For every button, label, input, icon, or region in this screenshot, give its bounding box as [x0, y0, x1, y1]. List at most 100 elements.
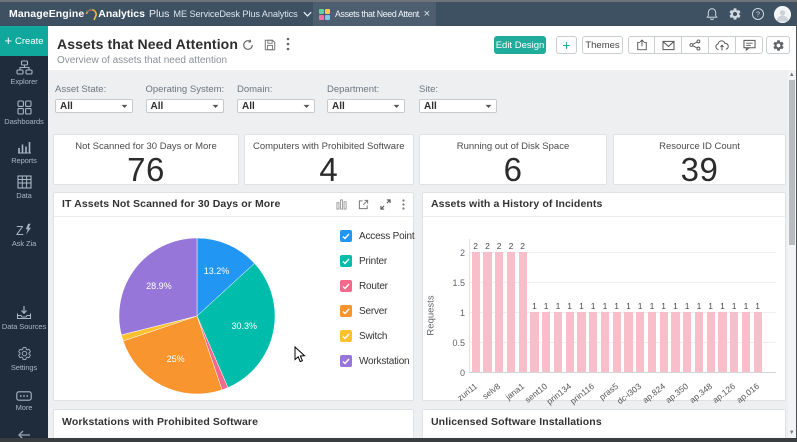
bar[interactable]	[506, 252, 516, 372]
expand-icon[interactable]	[380, 198, 391, 210]
themes-button[interactable]: Themes	[582, 36, 623, 54]
legend-item-workstation[interactable]: Workstation	[340, 349, 414, 374]
help-question-icon[interactable]: ?	[751, 7, 765, 21]
bar-value-label: 1	[696, 301, 702, 311]
legend-checkbox-icon[interactable]	[340, 330, 352, 342]
edit-design-button[interactable]: Edit Design	[494, 36, 546, 54]
filter-select[interactable]: All	[145, 99, 224, 113]
bar[interactable]	[471, 252, 480, 372]
settings-gear-icon[interactable]	[728, 7, 742, 21]
bar[interactable]	[577, 312, 586, 372]
add-report-button[interactable]: +	[556, 36, 577, 54]
manageengine-logo[interactable]: ManageEngine Analytics Plus	[9, 8, 169, 21]
legend-checkbox-icon[interactable]	[340, 305, 352, 317]
pie-slice-printer[interactable]	[196, 262, 276, 388]
scrollbar-up-arrow[interactable]: ▲	[788, 72, 795, 78]
bar[interactable]	[589, 312, 598, 372]
legend-checkbox-icon[interactable]	[340, 280, 352, 292]
bar[interactable]	[612, 312, 621, 372]
bar[interactable]	[706, 312, 715, 372]
bar[interactable]	[565, 312, 574, 372]
dashboard-content: Asset State: All Operating System: All Domai…	[48, 70, 788, 442]
panel-kebab-icon[interactable]	[402, 198, 405, 210]
legend-checkbox-icon[interactable]	[340, 355, 352, 367]
kpi-card-1[interactable]: Not Scanned for 30 Days or More 76	[53, 134, 239, 186]
kebab-menu-icon[interactable]	[286, 37, 290, 56]
export-icon[interactable]	[628, 36, 655, 54]
sidebar-collapse-icon[interactable]	[0, 430, 48, 440]
sidebar-item-more[interactable]: More	[0, 391, 48, 412]
legend-checkbox-icon[interactable]	[340, 230, 352, 242]
bar-value-label: 2	[473, 241, 479, 251]
refresh-icon[interactable]	[242, 38, 254, 56]
bar[interactable]	[542, 312, 551, 372]
bar[interactable]	[518, 252, 527, 372]
user-avatar[interactable]	[774, 5, 791, 23]
pie-slice-server[interactable]	[122, 315, 223, 394]
filter-select[interactable]: All	[55, 99, 133, 113]
pie-panel-title: IT Assets Not Scanned for 30 Days or Mor…	[62, 198, 281, 210]
pie-chart[interactable]: 13.2% 30.3% 25% 28.9% Access Point Printer Rou…	[54, 217, 415, 400]
email-icon[interactable]	[655, 36, 682, 54]
bar[interactable]	[753, 312, 762, 372]
bar[interactable]	[683, 312, 692, 372]
kpi-card-4[interactable]: Resource ID Count 39	[613, 134, 786, 186]
cloud-upload-icon[interactable]	[709, 36, 736, 54]
bar[interactable]	[495, 252, 504, 372]
bar[interactable]	[483, 252, 492, 372]
open-in-new-icon[interactable]	[358, 199, 369, 210]
bar[interactable]	[730, 312, 739, 372]
sidebar-item-dashboards[interactable]: Dashboards	[0, 100, 48, 126]
bar[interactable]	[600, 312, 610, 372]
sidebar-item-data[interactable]: Data	[0, 175, 48, 200]
filter-site: Site: All	[419, 84, 497, 113]
kpi-card-2[interactable]: Computers with Prohibited Software 4	[244, 134, 414, 186]
filter-select[interactable]: All	[237, 99, 315, 113]
legend-item-access-point[interactable]: Access Point	[340, 224, 415, 249]
kpi-card-3[interactable]: Running out of Disk Space 6	[419, 134, 607, 186]
sidebar-item-reports[interactable]: Reports	[0, 139, 48, 165]
bar[interactable]	[624, 312, 633, 372]
scrollbar-thumb[interactable]	[788, 80, 795, 245]
panel-it-assets-not-scanned: IT Assets Not Scanned for 30 Days or Mor…	[53, 191, 415, 401]
legend-item-server[interactable]: Server	[340, 299, 414, 324]
select-caret-icon	[121, 104, 128, 108]
bar[interactable]	[553, 312, 563, 372]
bar[interactable]	[659, 312, 668, 372]
bar[interactable]	[694, 312, 704, 372]
legend-item-switch[interactable]: Switch	[340, 324, 414, 349]
legend-checkbox-icon[interactable]	[340, 255, 352, 267]
save-icon[interactable]	[264, 38, 276, 56]
tab-close-icon[interactable]: ×	[423, 7, 430, 20]
filter-select[interactable]: All	[327, 99, 405, 113]
bar[interactable]	[671, 312, 680, 372]
create-button[interactable]: + Create	[0, 26, 48, 56]
sidebar-item-settings[interactable]: Settings	[0, 346, 48, 372]
sidebar-item-data-sources[interactable]: Data Sources	[0, 305, 48, 331]
bar[interactable]	[636, 312, 645, 372]
bar[interactable]	[530, 312, 539, 372]
sidebar-item-explorer[interactable]: Explorer	[0, 60, 48, 86]
bar-chart[interactable]: 0 0.5 1 1.5 2 Requests 2 zuri11 2 2 selv8 2 2 jana1 1 1…	[423, 217, 785, 406]
tab-assets-that-need-attention[interactable]: Assets that Need Attent... ×	[313, 2, 436, 26]
sidebar-item-ask-zia[interactable]: Z Ask Zia	[0, 223, 48, 248]
scrollbar-down-arrow[interactable]: ▼	[788, 430, 795, 436]
bar-value-label: 1	[555, 301, 561, 311]
chart-type-icon[interactable]	[336, 198, 347, 210]
bar[interactable]	[741, 312, 751, 372]
dashboard-settings-gear-icon[interactable]	[766, 36, 790, 54]
legend-item-router[interactable]: Router	[340, 274, 414, 299]
vertical-scrollbar[interactable]: ▲ ▼	[788, 70, 796, 438]
filter-value: All	[150, 100, 164, 112]
bar[interactable]	[647, 312, 657, 372]
notifications-bell-icon[interactable]	[705, 7, 719, 21]
legend-item-printer[interactable]: Printer	[340, 249, 414, 274]
filter-select[interactable]: All	[419, 99, 497, 113]
share-icon[interactable]	[682, 36, 709, 54]
pie-slice-workstation[interactable]	[118, 237, 198, 335]
bar[interactable]	[718, 312, 727, 372]
pie-slice-access-point[interactable]	[196, 237, 255, 317]
workspace-selector[interactable]: ME ServiceDesk Plus Analytics	[173, 9, 312, 19]
filter-label: Domain:	[237, 84, 273, 95]
comment-icon[interactable]	[736, 36, 763, 54]
